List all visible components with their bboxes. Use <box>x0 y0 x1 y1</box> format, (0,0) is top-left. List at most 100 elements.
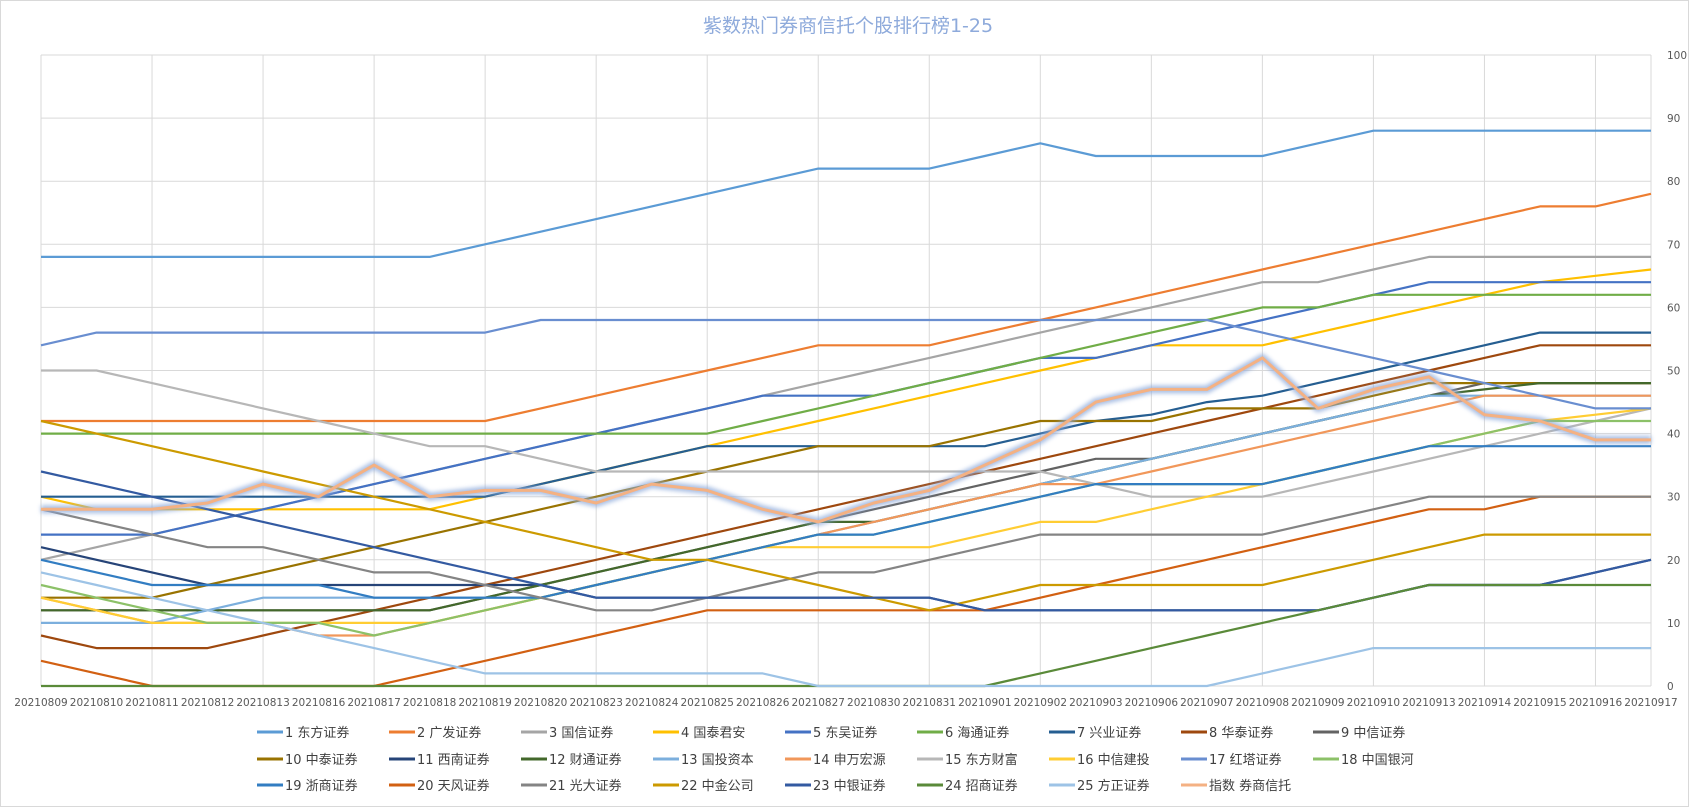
x-tick-label: 20210915 <box>1513 697 1566 709</box>
series-line <box>41 356 1651 524</box>
x-tick-label: 20210901 <box>958 697 1011 709</box>
legend-item: 24 招商证券 <box>917 778 1018 794</box>
legend-label: 15 东方财富 <box>945 752 1018 768</box>
x-tick-label: 20210906 <box>1125 697 1179 709</box>
legend-item: 4 国泰君安 <box>653 726 745 741</box>
x-tick-label: 20210809 <box>14 697 67 709</box>
legend-label: 12 财通证券 <box>549 752 622 768</box>
series-line <box>41 369 1652 498</box>
legend-item: 15 东方财富 <box>917 752 1018 768</box>
y-tick-label: 60 <box>1667 302 1680 314</box>
x-tick-label: 20210810 <box>70 697 123 709</box>
legend-item: 14 申万宏源 <box>785 753 886 768</box>
gridlines <box>40 54 1652 687</box>
x-tick-label: 20210907 <box>1180 697 1233 709</box>
legend-item: 9 中信证券 <box>1313 725 1405 741</box>
legend-label: 指数 券商信托 <box>1209 778 1291 794</box>
legend-item: 25 方正证券 <box>1049 778 1150 794</box>
legend-label: 11 西南证券 <box>417 752 490 768</box>
series-line <box>40 445 1651 599</box>
legend-item: 18 中国银河 <box>1313 753 1414 768</box>
legend-item: 12 财通证券 <box>521 752 622 768</box>
x-tick-label: 20210823 <box>569 697 622 709</box>
legend-item: 10 中泰证券 <box>257 752 358 768</box>
series-line <box>40 419 1651 612</box>
legend-item: 21 光大证券 <box>521 778 622 794</box>
legend-item: 23 中银证券 <box>785 778 886 794</box>
x-tick-label: 20210824 <box>625 697 679 709</box>
legend-label: 14 申万宏源 <box>813 753 886 768</box>
series-line <box>40 571 1651 688</box>
x-tick-label: 20210817 <box>347 697 400 709</box>
legend-label: 20 天风证券 <box>417 778 490 794</box>
x-tick-label: 20210917 <box>1624 697 1677 709</box>
legend-item: 2 广发证券 <box>389 725 481 741</box>
y-tick-label: 30 <box>1667 492 1680 504</box>
legend-label: 3 国信证券 <box>549 725 613 741</box>
legend-item: 3 国信证券 <box>521 725 613 741</box>
legend-label: 4 国泰君安 <box>681 726 745 741</box>
x-tick-label: 20210816 <box>292 697 346 709</box>
x-tick-label: 20210902 <box>1014 697 1067 709</box>
legend-item: 22 中金公司 <box>653 778 754 794</box>
series-line <box>41 192 1652 423</box>
x-tick-label: 20210827 <box>792 697 845 709</box>
legend-item: 8 华泰证券 <box>1181 725 1273 741</box>
x-tick-label: 20210910 <box>1347 697 1400 709</box>
y-tick-label: 90 <box>1667 113 1680 125</box>
y-tick-label: 10 <box>1667 618 1680 630</box>
y-axis: 0 10 20 30 40 50 60 70 80 90 100 <box>1667 50 1687 693</box>
legend-item: 11 西南证券 <box>389 752 490 768</box>
x-tick-label: 20210909 <box>1291 697 1344 709</box>
legend-label: 25 方正证券 <box>1077 778 1150 794</box>
x-axis: 20210809 20210810 20210811 20210812 20210813… <box>14 697 1677 709</box>
legend-item: 13 国投资本 <box>653 752 754 768</box>
x-tick-label: 20210813 <box>236 697 289 709</box>
x-tick-label: 20210908 <box>1236 697 1289 709</box>
legend-label: 2 广发证券 <box>417 725 481 741</box>
legend-item: 20 天风证券 <box>389 778 490 794</box>
legend-label: 6 海通证券 <box>945 725 1009 741</box>
legend-label: 18 中国银河 <box>1341 753 1414 768</box>
legend: 1 东方证券 2 广发证券 3 国信证券 4 国泰君安 5 东吴证券 6 海通证券 7 兴业… <box>257 725 1414 794</box>
series-line <box>40 344 1651 650</box>
legend-label: 16 中信建投 <box>1077 752 1150 768</box>
series-line <box>41 382 1651 599</box>
x-tick-label: 20210830 <box>847 697 900 709</box>
series-line <box>40 318 1651 410</box>
series-line <box>41 129 1651 258</box>
legend-label: 21 光大证券 <box>549 778 622 794</box>
x-tick-label: 20210811 <box>125 697 178 709</box>
y-tick-label: 70 <box>1667 239 1680 251</box>
x-tick-label: 20210819 <box>458 697 511 709</box>
legend-item: 6 海通证券 <box>917 725 1009 741</box>
legend-label: 8 华泰证券 <box>1209 725 1273 741</box>
y-tick-label: 100 <box>1667 50 1687 62</box>
y-tick-label: 20 <box>1667 555 1680 567</box>
legend-label: 22 中金公司 <box>681 778 754 794</box>
x-tick-label: 20210913 <box>1402 697 1455 709</box>
y-tick-label: 80 <box>1667 176 1680 188</box>
series-line <box>41 281 1651 536</box>
x-tick-label: 20210812 <box>181 697 234 709</box>
legend-item: 指数 券商信托 <box>1181 778 1291 794</box>
x-tick-label: 20210820 <box>514 697 567 709</box>
legend-label: 23 中银证券 <box>813 778 886 794</box>
legend-item: 5 东吴证券 <box>785 725 877 741</box>
legend-item: 1 东方证券 <box>257 725 349 741</box>
chart-title: 紫数热门券商信托个股排行榜1-25 <box>703 15 993 37</box>
legend-label: 13 国投资本 <box>681 752 754 768</box>
series-line <box>41 293 1651 435</box>
x-tick-label: 20210916 <box>1569 697 1623 709</box>
x-tick-label: 20210914 <box>1458 697 1512 709</box>
legend-label: 10 中泰证券 <box>285 752 358 768</box>
y-tick-label: 50 <box>1667 366 1680 378</box>
legend-label: 5 东吴证券 <box>813 725 877 741</box>
series-lines <box>40 129 1652 688</box>
legend-item: 7 兴业证券 <box>1049 725 1141 741</box>
legend-label: 24 招商证券 <box>945 778 1018 794</box>
legend-label: 19 浙商证券 <box>285 778 358 794</box>
x-tick-label: 20210825 <box>680 697 733 709</box>
x-tick-label: 20210831 <box>903 697 956 709</box>
